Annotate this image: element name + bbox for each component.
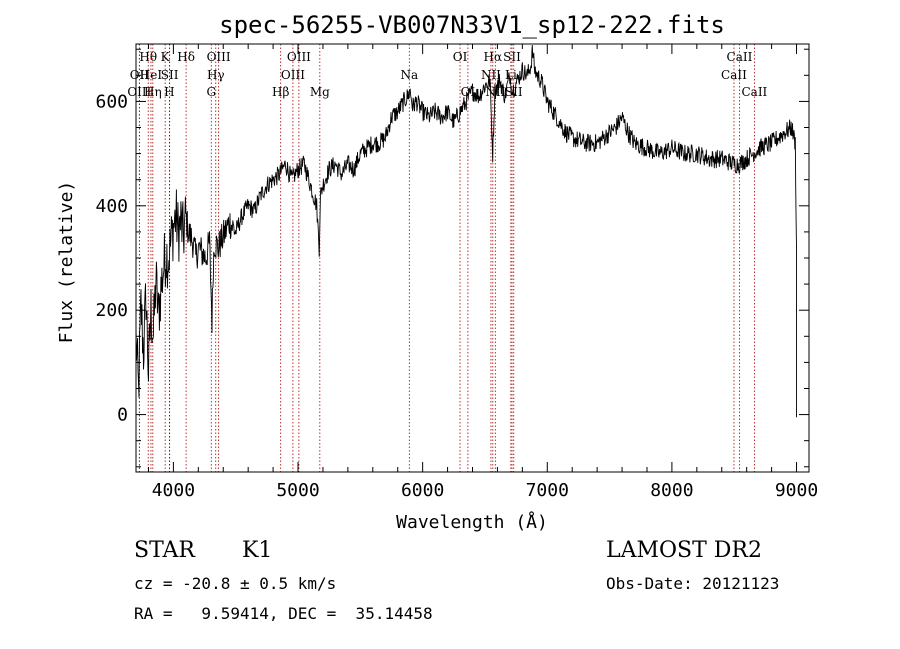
line-marker-label: Hη [144,85,162,99]
y-tick-label: 600 [95,91,128,112]
line-marker-label: SII [161,68,179,82]
line-marker-label: OI [453,50,468,64]
axes: 4000 5000 6000 7000 8000 9000 0 200 400 600 [95,44,818,501]
line-marker-label: OIII [127,85,151,99]
object-class: STAR [134,538,195,563]
line-marker-label: Li [505,68,517,82]
y-axis-label: Flux (relative) [56,181,77,344]
line-marker-label: Na [400,68,418,82]
line-marker-label: CaII [741,85,767,99]
coordinates-text: RA = 9.59414, DEC = 35.14458 [134,604,433,623]
line-marker-label: CaII [721,68,747,82]
line-marker-label: Hδ [177,50,195,64]
line-marker-label: OIII [287,50,311,64]
x-tick-label: 4000 [152,480,195,501]
y-tick-label: 400 [95,196,128,217]
plot-frame [135,43,810,473]
line-marker-label: H [164,85,174,99]
obs-date-text: Obs-Date: 20121123 [606,574,780,593]
line-marker-label: OIII [281,68,305,82]
x-tick-label: 8000 [650,480,693,501]
chart-title: spec-56255-VB007N33V1_sp12-222.fits [219,11,725,39]
line-marker-label: G [206,85,216,99]
line-marker-label: Hγ [207,68,225,82]
y-tick-label: 200 [95,300,128,321]
series-line [135,44,797,418]
survey-name: LAMOST DR2 [606,538,762,563]
line-marker-label: K [161,50,171,64]
line-marker-label: NII [481,68,501,82]
line-marker-label: HeI [140,68,163,82]
redshift-text: cz = -20.8 ± 0.5 km/s [134,574,337,593]
object-subclass: K1 [242,538,273,563]
line-marker-label: SII [503,50,521,64]
line-marker-label: CaII [727,50,753,64]
series-group [135,44,797,418]
x-tick-label: 9000 [775,480,818,501]
line-marker-label: OIII [207,50,231,64]
y-tick-label: 0 [117,405,128,426]
x-tick-label: 7000 [526,480,569,501]
line-marker-label: Hθ [139,50,157,64]
line-marker-label: Hβ [272,85,289,99]
line-marker-label: Hα [484,50,503,64]
x-tick-label: 6000 [401,480,444,501]
x-tick-label: 5000 [276,480,319,501]
line-marker-label: Mg [310,85,330,99]
x-axis-label: Wavelength (Å) [396,511,548,533]
